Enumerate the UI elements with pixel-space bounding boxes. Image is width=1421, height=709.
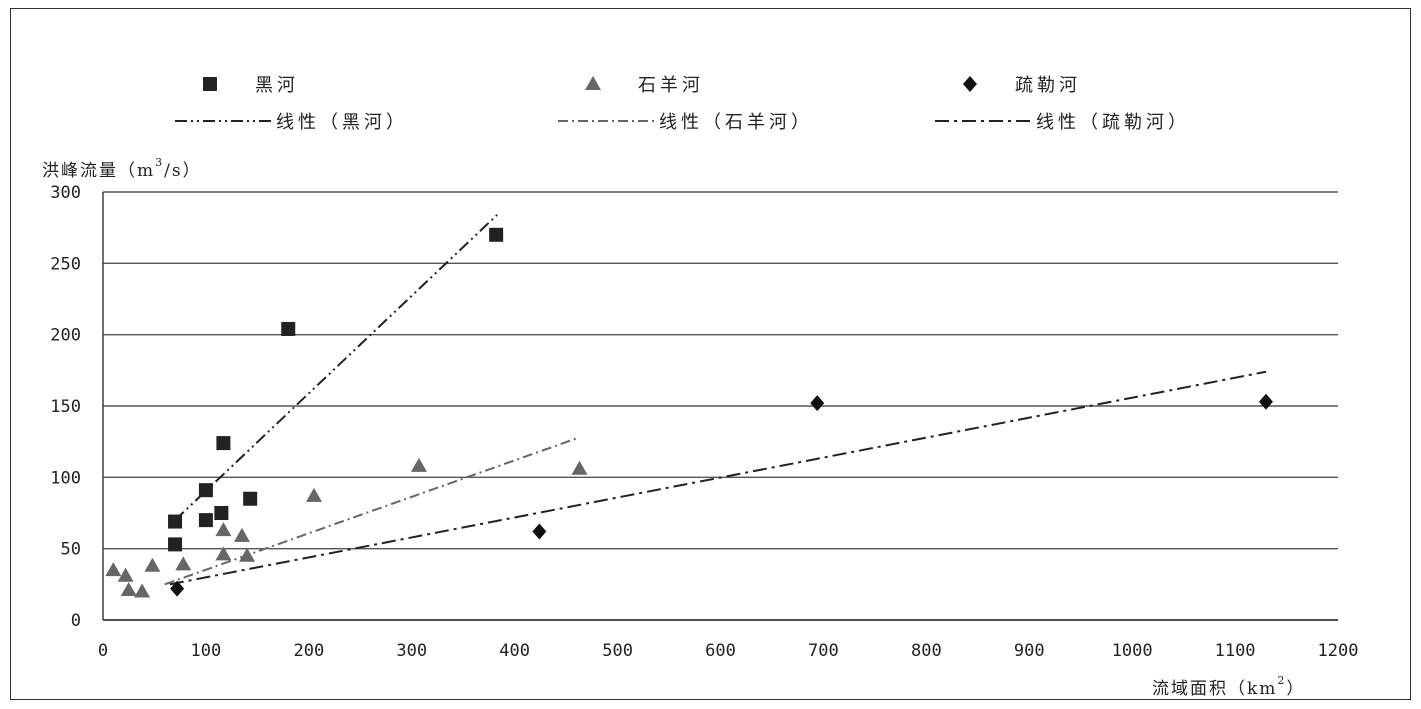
y-tick-label: 150 [50,397,81,417]
tick-labels: 0 50 100 150 200 250 300 0 100 200 300 400 500 600 700… [50,183,1358,661]
x-tick-label: 900 [1014,641,1045,661]
square-marker [168,514,183,529]
square-marker [198,483,213,498]
triangle-marker [571,460,588,475]
y-tick-label: 100 [50,468,81,488]
y-axis-title-suffix: /s） [164,161,201,181]
legend-marker-1 [203,77,217,91]
x-axis-title-prefix: 流域面积（km [1152,679,1277,699]
diamond-marker [532,523,547,540]
x-axis-title: 流域面积（km2） [1152,674,1305,699]
trendline-2 [164,436,580,586]
legend-trend-label-2: 线性（石羊河） [659,112,813,133]
x-axis-title-sup: 2 [1277,674,1286,687]
triangle-marker [410,457,427,472]
trendlines [164,214,1267,586]
triangle-marker [305,487,322,502]
x-tick-label: 800 [911,641,942,661]
x-tick-label: 1200 [1318,641,1359,661]
legend-label-2: 石羊河 [638,75,704,96]
legend-trend-label-1: 线性（黑河） [276,112,408,133]
diamond-marker [1258,393,1273,410]
triangle-marker [239,547,256,562]
trendline-3 [169,370,1267,586]
square-marker [243,491,258,506]
legend-label-1: 黑河 [255,75,299,96]
triangle-marker [215,522,232,537]
y-tick-label: 0 [71,611,81,631]
square-marker [281,321,296,336]
triangle-marker [120,582,137,597]
trendline-1 [174,214,498,521]
x-tick-label: 1100 [1215,641,1256,661]
legend-label-3: 疏勒河 [1015,75,1081,96]
square-marker [168,537,183,552]
triangle-marker [215,546,232,561]
x-tick-label: 500 [602,641,633,661]
x-tick-label: 300 [396,641,427,661]
y-tick-label: 200 [50,326,81,346]
legend-marker-2 [585,76,601,90]
legend-trend-label-3: 线性（疏勒河） [1036,112,1190,133]
x-tick-label: 100 [191,641,222,661]
y-tick-label: 300 [50,183,81,203]
gridlines [102,191,1338,621]
y-axis-title-prefix: 洪峰流量（m [42,161,155,181]
x-tick-label: 200 [293,641,324,661]
triangle-marker [105,562,122,577]
chart-frame [10,8,1411,700]
triangle-marker [175,556,192,571]
y-axis-title: 洪峰流量（m3/s） [42,156,202,181]
square-marker [489,227,504,242]
triangle-marker [233,527,250,542]
square-marker [216,436,231,451]
y-axis-title-sup: 3 [155,156,164,169]
triangle-marker [117,567,134,582]
y-tick-label: 50 [61,540,81,560]
triangle-marker [134,583,151,598]
legend-marker-3 [963,76,977,92]
triangle-marker [144,557,161,572]
x-tick-label: 700 [808,641,839,661]
diamond-marker [810,395,825,412]
square-marker [214,506,229,520]
y-tick-label: 250 [50,254,81,274]
square-marker [198,513,213,528]
x-tick-label: 1000 [1112,641,1153,661]
x-tick-label: 600 [705,641,736,661]
x-tick-label: 400 [499,641,530,661]
x-tick-label: 0 [98,641,108,661]
data-points [105,227,1273,598]
x-axis-title-suffix: ） [1286,679,1305,699]
diamond-marker [170,580,185,597]
